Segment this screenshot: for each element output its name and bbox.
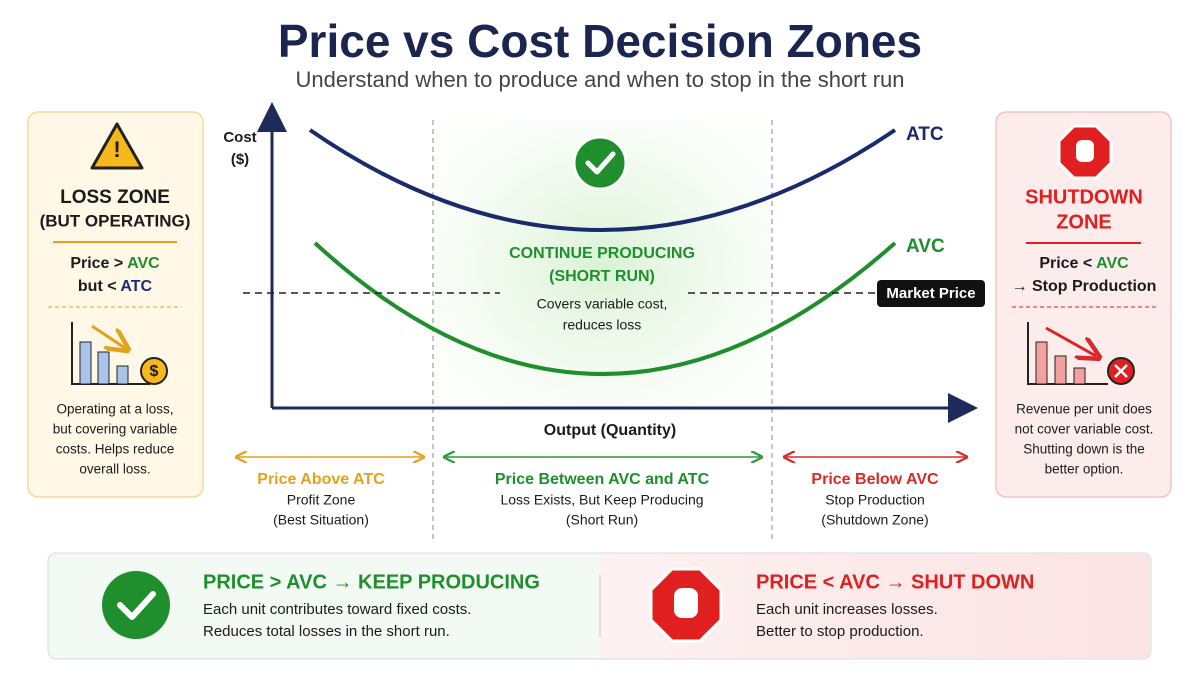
rule: Price < AVC bbox=[1039, 255, 1129, 272]
panel-title: LOSS ZONE bbox=[60, 187, 170, 208]
avc-curve bbox=[313, 241, 897, 376]
rule-text: but < bbox=[78, 278, 121, 295]
y-axis-label: ($) bbox=[231, 151, 249, 168]
footer-title: PRICE < AVC → SHUT DOWN bbox=[756, 571, 1034, 593]
footer-line: Better to stop production. bbox=[756, 623, 924, 640]
bars-icon bbox=[1027, 322, 1135, 385]
description: Operating at a loss, bbox=[56, 402, 173, 417]
description: overall loss. bbox=[79, 462, 150, 477]
rule-term: AVC bbox=[1096, 255, 1129, 272]
x-axis-label: Output (Quantity) bbox=[544, 422, 676, 439]
left-panel bbox=[27, 111, 204, 498]
check-mark bbox=[585, 151, 616, 175]
rule-text: Price > bbox=[70, 255, 127, 272]
market-price-box bbox=[877, 280, 985, 307]
market-price-label: Market Price bbox=[886, 285, 975, 302]
zone-description: Covers variable cost, bbox=[537, 296, 668, 312]
atc-curve bbox=[308, 128, 897, 232]
zone-title: Price Between AVC and ATC bbox=[495, 471, 710, 488]
y-axis-label: Cost bbox=[223, 129, 256, 146]
description: costs. Helps reduce bbox=[56, 442, 175, 457]
rule: but < ATC bbox=[78, 278, 153, 295]
check-icon bbox=[572, 135, 628, 191]
zone-title: (SHORT RUN) bbox=[549, 268, 655, 285]
title: Price vs Cost Decision Zones bbox=[278, 15, 922, 67]
bars-icon: $ bbox=[71, 322, 168, 385]
footer-line: Reduces total losses in the short run. bbox=[203, 623, 450, 640]
zone-title: Price Below AVC bbox=[811, 471, 939, 488]
zone-description: reduces loss bbox=[563, 317, 642, 333]
description: better option. bbox=[1045, 462, 1124, 477]
rule: → Stop Production bbox=[1012, 278, 1157, 295]
zone-line: (Short Run) bbox=[566, 512, 638, 528]
rule: Price > AVC bbox=[70, 255, 160, 272]
zone-line: Stop Production bbox=[825, 492, 925, 508]
description: Shutting down is the bbox=[1023, 442, 1145, 457]
zone-line: Loss Exists, But Keep Producing bbox=[500, 492, 703, 508]
panel-title: ZONE bbox=[1056, 211, 1112, 233]
check-icon bbox=[102, 571, 170, 639]
footer-title: PRICE > AVC → KEEP PRODUCING bbox=[203, 571, 540, 593]
zone-line: (Best Situation) bbox=[273, 512, 369, 528]
zone-title: CONTINUE PRODUCING bbox=[509, 245, 695, 262]
zone-line: (Shutdown Zone) bbox=[821, 512, 928, 528]
right-panel bbox=[995, 111, 1172, 498]
curve-label: ATC bbox=[906, 124, 944, 145]
description: Revenue per unit does bbox=[1016, 402, 1152, 417]
zone-line: Profit Zone bbox=[287, 492, 356, 508]
rule-term: ATC bbox=[120, 278, 152, 295]
description: not cover variable cost. bbox=[1015, 422, 1154, 437]
description: but covering variable bbox=[53, 422, 178, 437]
check-mark bbox=[117, 591, 156, 620]
panel-title: (BUT OPERATING) bbox=[40, 211, 191, 230]
rule-term: AVC bbox=[127, 255, 160, 272]
panel-title: SHUTDOWN bbox=[1025, 186, 1143, 208]
warning-mark: ! bbox=[113, 137, 120, 162]
curve-label: AVC bbox=[906, 236, 945, 257]
subtitle: Understand when to produce and when to s… bbox=[295, 67, 904, 92]
footer-right bbox=[600, 554, 1150, 658]
footer-line: Each unit increases losses. bbox=[756, 601, 938, 618]
stop-hand bbox=[674, 588, 698, 618]
rule-text: Price < bbox=[1039, 255, 1096, 272]
zone-title: Price Above ATC bbox=[257, 471, 385, 488]
stop-hand bbox=[1076, 140, 1094, 162]
footer-line: Each unit contributes toward fixed costs… bbox=[203, 601, 471, 618]
svg-text:$: $ bbox=[150, 363, 159, 380]
warning-icon bbox=[90, 122, 144, 170]
